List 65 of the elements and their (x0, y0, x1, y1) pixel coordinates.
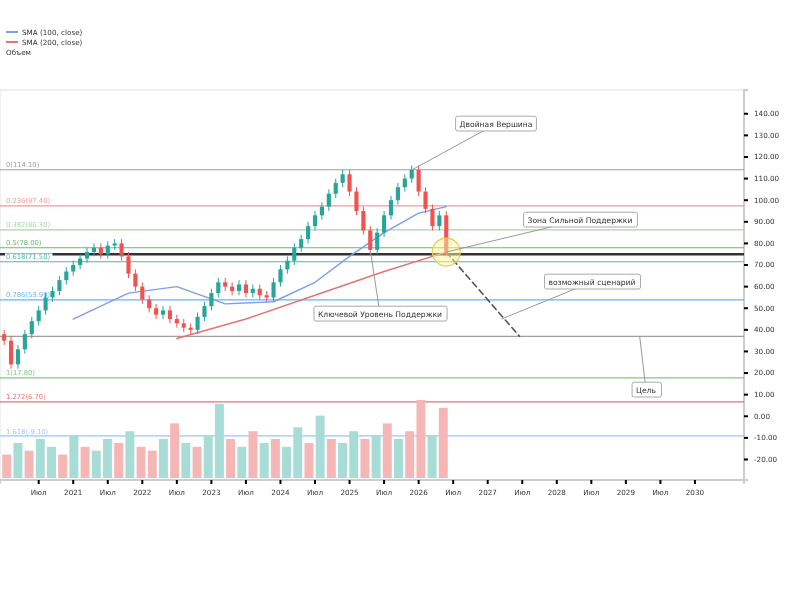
candlestick (243, 279, 248, 298)
candlestick (361, 206, 366, 236)
bar (394, 439, 403, 478)
candlestick (271, 277, 276, 303)
candlestick (354, 186, 359, 216)
bar (371, 435, 381, 478)
candlestick (388, 195, 394, 221)
candlestick (382, 210, 387, 238)
candlestick (2, 329, 7, 346)
candlestick (312, 210, 318, 231)
candlestick (160, 305, 166, 320)
candlestick (306, 221, 311, 244)
candlestick (36, 305, 41, 327)
candlestick (133, 268, 138, 292)
bar (2, 454, 12, 478)
candlestick (202, 301, 207, 322)
bar (69, 435, 79, 478)
candlestick (8, 335, 14, 370)
bar (315, 415, 325, 478)
candlestick (29, 316, 34, 339)
candlestick (119, 238, 124, 262)
candlestick (140, 281, 145, 305)
candlestick (444, 210, 449, 257)
candlestick (416, 165, 421, 197)
candlestick (57, 275, 62, 296)
bar (438, 407, 448, 478)
bar (181, 442, 191, 478)
candlestick (430, 204, 435, 231)
candlestick (423, 186, 428, 214)
bar (58, 454, 68, 478)
candlestick (278, 264, 283, 288)
candlestick (292, 242, 297, 266)
candlestick (167, 305, 173, 324)
candlestick (333, 178, 338, 199)
candlestick (395, 182, 400, 206)
bar (326, 439, 336, 478)
candlestick (216, 277, 221, 298)
bar (270, 439, 280, 478)
candlestick (195, 312, 200, 335)
bar (170, 423, 180, 478)
bar (427, 435, 437, 478)
bar (13, 442, 23, 478)
candlestick (236, 279, 242, 296)
bar (237, 446, 247, 478)
bar (226, 439, 236, 478)
bar (304, 442, 314, 478)
candlestick (15, 344, 21, 370)
bar (382, 423, 392, 478)
candlestick (326, 188, 331, 212)
candlestick (347, 169, 352, 197)
candlestick (84, 247, 90, 264)
bar (80, 446, 90, 478)
bar (125, 431, 135, 478)
candlestick (437, 210, 442, 231)
bar (259, 442, 269, 478)
bar (158, 439, 168, 478)
bar (114, 442, 124, 478)
bar (248, 431, 258, 478)
bar (24, 450, 34, 478)
candlestick (126, 251, 131, 279)
candlestick (209, 288, 214, 311)
line-series (72, 205, 447, 320)
bar (360, 439, 370, 478)
candlestick (22, 329, 27, 355)
candlestick (154, 303, 159, 320)
